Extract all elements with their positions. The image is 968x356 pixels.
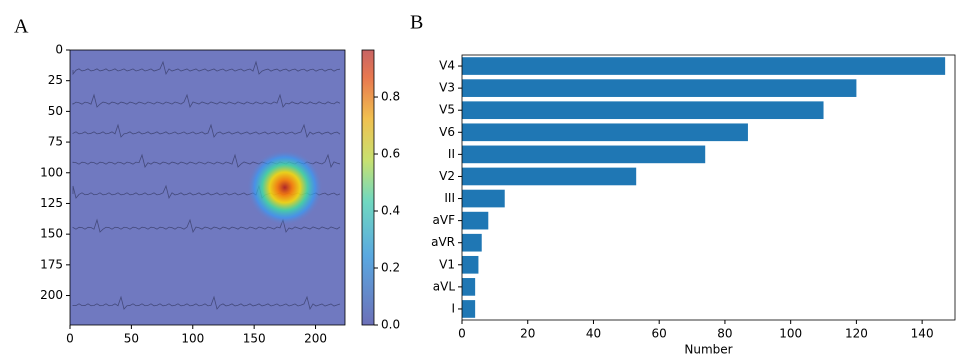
bar <box>462 79 856 97</box>
bar <box>462 101 824 119</box>
x-tick-label: 100 <box>181 332 204 346</box>
panel-label: B <box>410 12 423 34</box>
colorbar-tick-label: 0.2 <box>381 261 400 275</box>
attention-hotspot <box>247 150 323 226</box>
x-axis-label: Number <box>684 343 732 356</box>
bar <box>462 278 475 296</box>
colorbar-tick-label: 0.8 <box>381 90 400 104</box>
x-tick-label: 60 <box>652 327 667 341</box>
y-tick-label: II <box>448 147 455 161</box>
x-tick-label: 20 <box>520 327 535 341</box>
bar <box>462 123 748 141</box>
y-tick-label: aVL <box>433 279 456 293</box>
x-tick-label: 150 <box>243 332 266 346</box>
bar <box>462 212 488 230</box>
bar <box>462 190 505 208</box>
y-tick-label: III <box>444 191 455 205</box>
bar <box>462 57 945 75</box>
y-tick-label: 0 <box>55 43 63 57</box>
x-tick-label: 50 <box>124 332 139 346</box>
x-tick-label: 0 <box>66 332 74 346</box>
x-tick-label: 140 <box>911 327 934 341</box>
y-tick-label: 125 <box>40 196 63 210</box>
y-tick-label: I <box>451 301 455 315</box>
x-tick-label: 0 <box>458 327 466 341</box>
x-tick-label: 120 <box>845 327 868 341</box>
x-tick-label: 40 <box>586 327 601 341</box>
bar <box>462 146 705 164</box>
y-tick-label: V1 <box>439 257 455 271</box>
y-tick-label: V6 <box>439 125 455 139</box>
x-tick-label: 200 <box>304 332 327 346</box>
y-tick-label: V5 <box>439 103 455 117</box>
bar <box>462 234 482 252</box>
panel-label: A <box>14 16 29 38</box>
y-tick-label: V3 <box>439 81 455 95</box>
bar <box>462 300 475 318</box>
x-tick-label: 100 <box>779 327 802 341</box>
y-tick-label: V2 <box>439 169 455 183</box>
y-tick-label: aVF <box>433 213 456 227</box>
bar <box>462 256 478 274</box>
y-tick-label: 50 <box>48 104 63 118</box>
figure: A B 05010015020002550751001251501752000.… <box>0 0 968 356</box>
bar <box>462 168 636 186</box>
x-tick-label: 80 <box>717 327 732 341</box>
colorbar-tick-label: 0.0 <box>381 318 400 332</box>
y-tick-label: 25 <box>48 73 63 87</box>
y-tick-label: 100 <box>40 165 63 179</box>
y-tick-label: 150 <box>40 227 63 241</box>
colorbar <box>362 50 374 325</box>
y-tick-label: 75 <box>48 135 63 149</box>
y-tick-label: V4 <box>439 59 455 73</box>
y-tick-label: 200 <box>40 288 63 302</box>
colorbar-tick-label: 0.4 <box>381 204 400 218</box>
y-tick-label: 175 <box>40 257 63 271</box>
colorbar-tick-label: 0.6 <box>381 147 400 161</box>
y-tick-label: aVR <box>431 235 455 249</box>
